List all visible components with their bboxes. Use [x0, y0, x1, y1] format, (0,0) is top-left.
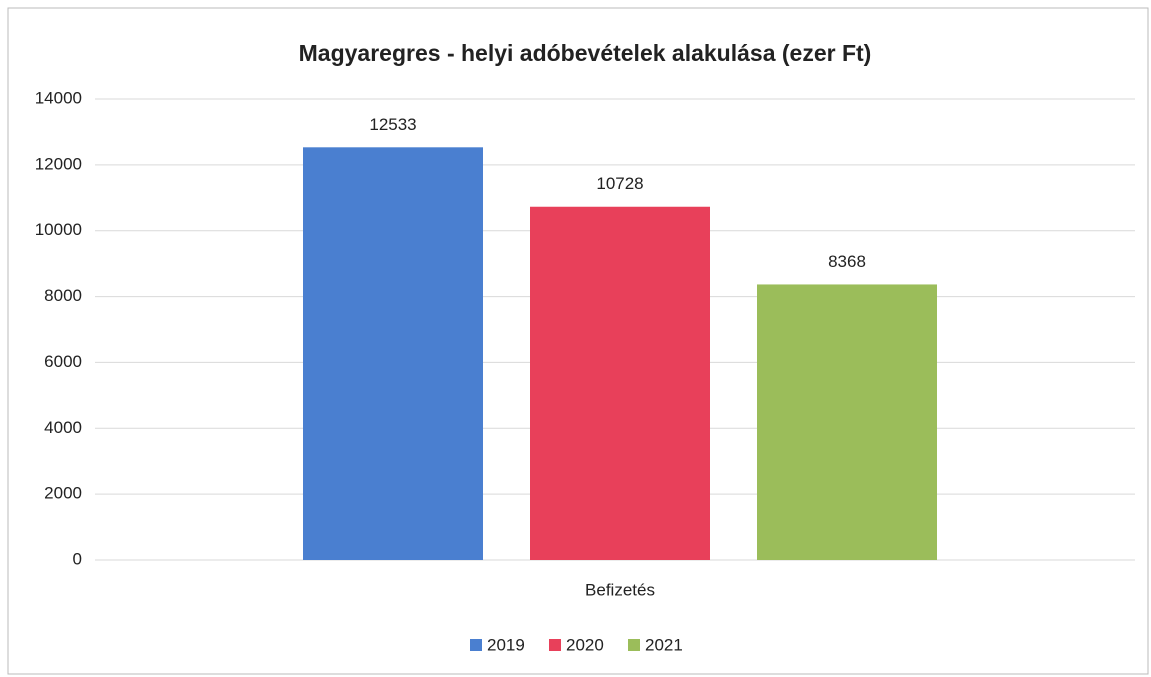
legend-label: 2020	[566, 635, 604, 654]
chart-title: Magyaregres - helyi adóbevételek alakulá…	[299, 40, 872, 66]
y-tick-label: 10000	[35, 220, 82, 239]
legend-label: 2021	[645, 635, 683, 654]
legend-swatch	[470, 639, 482, 651]
x-tick-label: Befizetés	[585, 580, 655, 599]
data-label: 8368	[828, 252, 866, 271]
legend-swatch	[628, 639, 640, 651]
y-tick-label: 12000	[35, 154, 82, 173]
y-tick-label: 14000	[35, 88, 82, 107]
y-tick-label: 2000	[44, 484, 82, 503]
data-label: 12533	[369, 115, 416, 134]
y-tick-label: 8000	[44, 286, 82, 305]
y-tick-label: 0	[73, 549, 82, 568]
bar	[303, 147, 483, 560]
legend-label: 2019	[487, 635, 525, 654]
bar	[757, 284, 937, 560]
y-tick-label: 6000	[44, 352, 82, 371]
bar	[530, 206, 710, 560]
legend-swatch	[549, 639, 561, 651]
y-tick-label: 4000	[44, 418, 82, 437]
data-label: 10728	[596, 174, 643, 193]
